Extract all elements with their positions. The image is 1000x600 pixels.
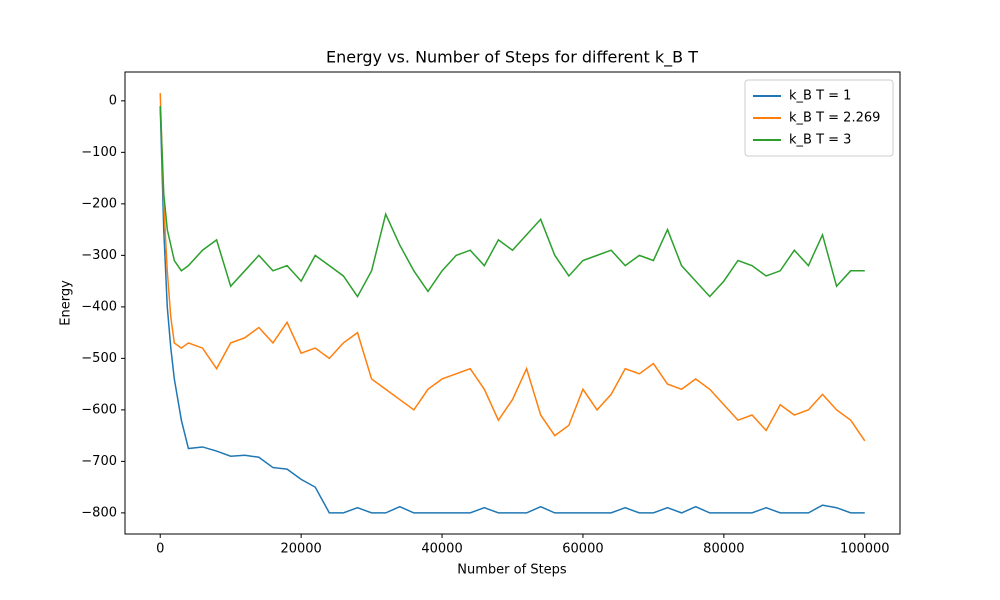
x-tick-label: 60000	[562, 542, 603, 557]
x-tick-label: 80000	[703, 542, 744, 557]
y-tick-label: −100	[81, 145, 117, 160]
y-tick-label: −600	[81, 402, 117, 417]
legend-label: k_B T = 2.269	[789, 111, 880, 126]
x-tick-label: 20000	[280, 542, 321, 557]
x-tick-label: 0	[156, 542, 164, 557]
legend-label: k_B T = 1	[789, 89, 851, 104]
y-tick-label: 0	[109, 93, 117, 108]
y-tick-label: −700	[81, 454, 117, 469]
y-tick-label: −500	[81, 351, 117, 366]
y-tick-label: −800	[81, 505, 117, 520]
y-tick-label: −200	[81, 196, 117, 211]
legend-box	[744, 79, 894, 157]
y-tick-label: −400	[81, 299, 117, 314]
series-line	[159, 105, 865, 514]
x-tick-label: 100000	[840, 542, 890, 557]
series-line	[159, 93, 866, 442]
x-axis-label: Number of Steps	[457, 563, 567, 578]
y-axis-label: Energy	[59, 280, 74, 326]
y-tick-label: −300	[81, 248, 117, 263]
series-line	[159, 105, 865, 298]
plot-frame	[124, 71, 901, 535]
chart-title: Energy vs. Number of Steps for different…	[326, 48, 698, 68]
legend-label: k_B T = 3	[789, 133, 851, 148]
x-tick-label: 40000	[421, 542, 462, 557]
